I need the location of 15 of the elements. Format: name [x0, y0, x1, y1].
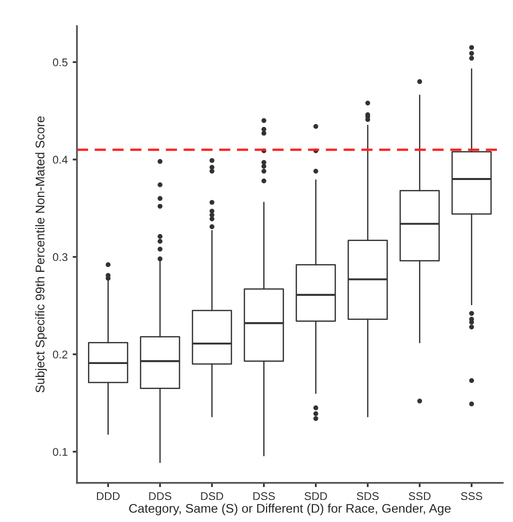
y-axis-title: Subject Specific 99th Percentile Non-Mated Score: [35, 116, 47, 393]
x-tick-label: DDD: [96, 492, 120, 500]
x-tick-label: SSD: [408, 492, 431, 500]
x-tick-label: DDS: [149, 492, 172, 500]
x-tick-label: SDD: [304, 492, 328, 500]
x-axis-title: Category, Same (S) or Different (D) for Race, Gender, Age: [129, 504, 451, 516]
y-tick-label: 0.4: [52, 156, 68, 164]
x-tick-label: SDS: [356, 492, 379, 500]
y-tick-label: 0.1: [52, 448, 68, 456]
x-tick-label: SSS: [460, 492, 482, 500]
y-tick-label: 0.2: [52, 350, 68, 358]
y-tick-label: 0.3: [52, 253, 68, 262]
y-tick-label: 0.5: [52, 58, 68, 66]
x-tick-label: DSS: [253, 492, 275, 500]
x-tick-label: DSD: [201, 492, 224, 500]
